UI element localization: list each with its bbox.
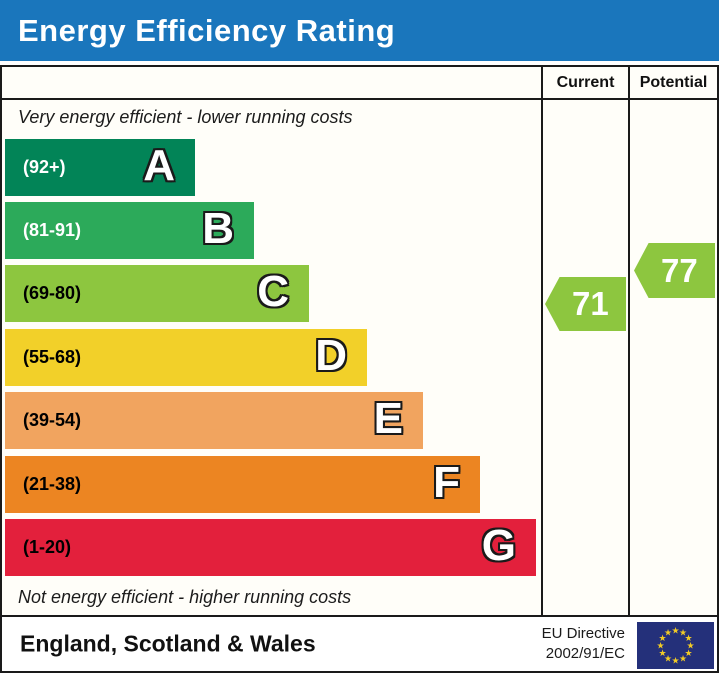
band-range-label: (69-80) — [23, 283, 82, 303]
column-divider — [541, 65, 543, 617]
band-range-label: (55-68) — [23, 347, 82, 367]
current-rating-value: 71 — [572, 285, 609, 322]
svg-text:★: ★ — [684, 633, 692, 643]
svg-text:★: ★ — [671, 626, 679, 636]
eu-flag-icon: ★ ★★★★★★★★★★★ — [637, 622, 714, 669]
column-header-potential: Potential — [639, 73, 708, 91]
band-letter: E — [373, 393, 403, 443]
eu-directive-line2: 2002/91/EC — [545, 645, 625, 662]
band-range-label: (39-54) — [23, 410, 82, 430]
band-range-label: (21-38) — [23, 474, 82, 494]
svg-text:★: ★ — [658, 633, 666, 643]
band-letter: D — [315, 330, 347, 380]
region-label: England, Scotland & Wales — [20, 630, 316, 657]
svg-text:★: ★ — [679, 654, 687, 664]
band-range-label: (92+) — [23, 157, 66, 177]
svg-text:★: ★ — [671, 656, 679, 666]
band-D: (55-68) D — [5, 329, 367, 386]
svg-text:★: ★ — [679, 628, 687, 638]
band-A: (92+) A — [5, 139, 195, 196]
current-rating-arrow: 71 — [545, 277, 626, 331]
svg-text:★: ★ — [664, 654, 672, 664]
eu-directive-label: EU Directive 2002/91/EC — [542, 624, 625, 665]
svg-text:★: ★ — [686, 641, 694, 651]
title-bar: Energy Efficiency Rating — [0, 0, 719, 61]
footer-bar: England, Scotland & Wales EU Directive 2… — [0, 615, 719, 673]
band-F: (21-38) F — [5, 456, 480, 513]
bottom-note: Not energy efficient - higher running co… — [18, 587, 352, 607]
column-header-current: Current — [556, 73, 615, 91]
band-letter: C — [257, 266, 289, 316]
band-letter: G — [481, 520, 516, 570]
band-E: (39-54) E — [5, 392, 423, 449]
band-G: (1-20) G — [5, 519, 536, 576]
band-letter: A — [143, 140, 175, 190]
svg-text:★: ★ — [664, 628, 672, 638]
potential-rating-value: 77 — [661, 251, 698, 289]
potential-rating-arrow: 77 — [634, 243, 715, 298]
column-divider — [628, 65, 630, 617]
band-letter: B — [202, 203, 234, 253]
svg-text:★: ★ — [658, 648, 666, 658]
eu-directive-line1: EU Directive — [541, 624, 625, 642]
svg-text:★: ★ — [656, 641, 664, 651]
band-letter: F — [433, 457, 460, 507]
band-range-label: (1-20) — [23, 537, 72, 557]
top-note: Very energy efficient - lower running co… — [18, 107, 353, 127]
header-divider — [0, 98, 719, 100]
band-C: (69-80) C — [5, 265, 309, 322]
page-title: Energy Efficiency Rating — [18, 12, 396, 48]
svg-text:★: ★ — [684, 648, 692, 658]
band-B: (81-91) B — [5, 202, 254, 259]
band-range-label: (81-91) — [23, 220, 82, 240]
